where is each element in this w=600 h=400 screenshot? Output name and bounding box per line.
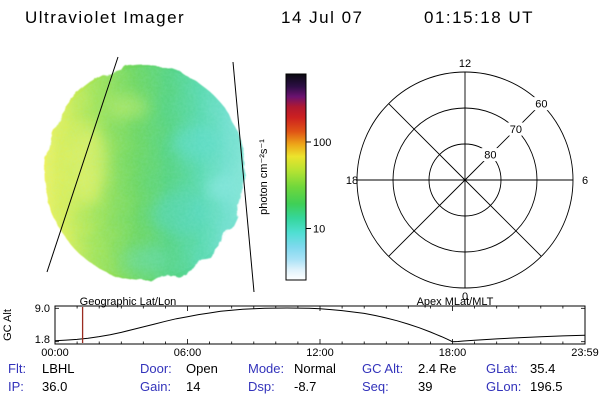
mlat-circle-label: 80 bbox=[484, 150, 496, 162]
status-flt: Flt: LBHL bbox=[8, 361, 75, 376]
timeline-ylabel: GC Alt bbox=[2, 309, 14, 341]
status-dsp-label: Dsp: bbox=[248, 379, 275, 394]
status-glon-value: 196.5 bbox=[530, 379, 563, 394]
app-title: Ultraviolet Imager bbox=[25, 8, 186, 27]
status-mode: Mode: Normal bbox=[248, 361, 336, 376]
mlt-label-12: 12 bbox=[459, 58, 471, 70]
colorbar-gradient-bar bbox=[285, 73, 307, 281]
timeline-plot bbox=[54, 305, 586, 345]
status-dsp: Dsp: -8.7 bbox=[248, 379, 316, 394]
status-gain: Gain: 14 bbox=[140, 379, 200, 394]
disk-texture bbox=[46, 67, 244, 279]
mlat-circle-label: 70 bbox=[510, 124, 522, 136]
uv-earth-disk-image bbox=[45, 56, 255, 293]
mlat-circle-label: 60 bbox=[535, 99, 547, 111]
meridian-line bbox=[46, 56, 119, 273]
status-seq: Seq: 39 bbox=[362, 379, 432, 394]
status-glat-label: GLat: bbox=[486, 361, 518, 376]
status-gcalt: GC Alt: 2.4 Re bbox=[362, 361, 456, 376]
status-gain-label: Gain: bbox=[140, 379, 172, 394]
status-gcalt-value: 2.4 Re bbox=[418, 361, 457, 376]
status-door-label: Door: bbox=[140, 361, 172, 376]
status-glat-value: 35.4 bbox=[530, 361, 556, 376]
mlt-label-6: 6 bbox=[582, 175, 588, 187]
gc-alt-curve bbox=[54, 307, 586, 343]
colorbar-ticks: 100 10 bbox=[306, 137, 331, 236]
status-seq-value: 39 bbox=[418, 379, 433, 394]
ytick-label-9: 9.0 bbox=[35, 303, 50, 315]
mlt-spoke bbox=[464, 179, 542, 257]
xtick-label-1200: 12:00 bbox=[306, 347, 334, 359]
xtick-label-1800: 18:00 bbox=[439, 347, 467, 359]
status-seq-label: Seq: bbox=[362, 379, 389, 394]
status-gain-value: 14 bbox=[186, 379, 201, 394]
mlt-label-0: 0 bbox=[462, 291, 468, 303]
status-flt-label: Flt: bbox=[8, 361, 27, 376]
status-ip: IP: 36.0 bbox=[8, 379, 67, 394]
status-door-value: Open bbox=[186, 361, 218, 376]
polar-panel-title: Apex MLat/MLT bbox=[417, 296, 494, 308]
mlt-spoke bbox=[388, 179, 466, 257]
status-glon: GLon: 196.5 bbox=[486, 379, 563, 394]
meridian-line bbox=[232, 61, 255, 293]
header-date: 14 Jul 07 bbox=[281, 8, 364, 27]
geographic-grid-lines bbox=[46, 56, 255, 293]
status-glon-label: GLon: bbox=[486, 379, 522, 394]
header-time: 01:15:18 UT bbox=[424, 8, 535, 27]
colorbar-tick-label: 100 bbox=[313, 137, 331, 149]
xtick-label-0600: 06:00 bbox=[174, 347, 202, 359]
status-gcalt-label: GC Alt: bbox=[362, 361, 404, 376]
status-glat: GLat: 35.4 bbox=[486, 361, 555, 376]
xtick-label-0000: 00:00 bbox=[41, 347, 69, 359]
mlt-spoke bbox=[388, 103, 466, 181]
colorbar-tick-label: 10 bbox=[313, 224, 325, 236]
colorbar-units-label: photon cm⁻²s⁻¹ bbox=[258, 139, 270, 215]
mlt-spoke bbox=[464, 103, 542, 181]
polar-grid: 80 70 60 bbox=[356, 71, 574, 289]
status-flt-value: LBHL bbox=[42, 361, 75, 376]
status-ip-label: IP: bbox=[8, 379, 24, 394]
status-dsp-value: -8.7 bbox=[294, 379, 317, 394]
polar-grid-panel: 80 70 60 12 18 6 0 bbox=[346, 58, 588, 303]
ytick-label-1-8: 1.8 bbox=[35, 334, 50, 346]
status-ip-value: 36.0 bbox=[42, 379, 68, 394]
status-mode-value: Normal bbox=[294, 361, 336, 376]
status-mode-label: Mode: bbox=[248, 361, 285, 376]
disk-panel-title: Geographic Lat/Lon bbox=[80, 296, 177, 308]
xtick-label-2359: 23:59 bbox=[571, 347, 599, 359]
colorbar: photon cm⁻²s⁻¹ 100 10 bbox=[258, 73, 331, 281]
altitude-timeline: Geographic Lat/Lon Apex MLat/MLT GC Alt … bbox=[2, 296, 599, 359]
status-door: Door: Open bbox=[140, 361, 218, 376]
mlt-label-18: 18 bbox=[346, 175, 358, 187]
